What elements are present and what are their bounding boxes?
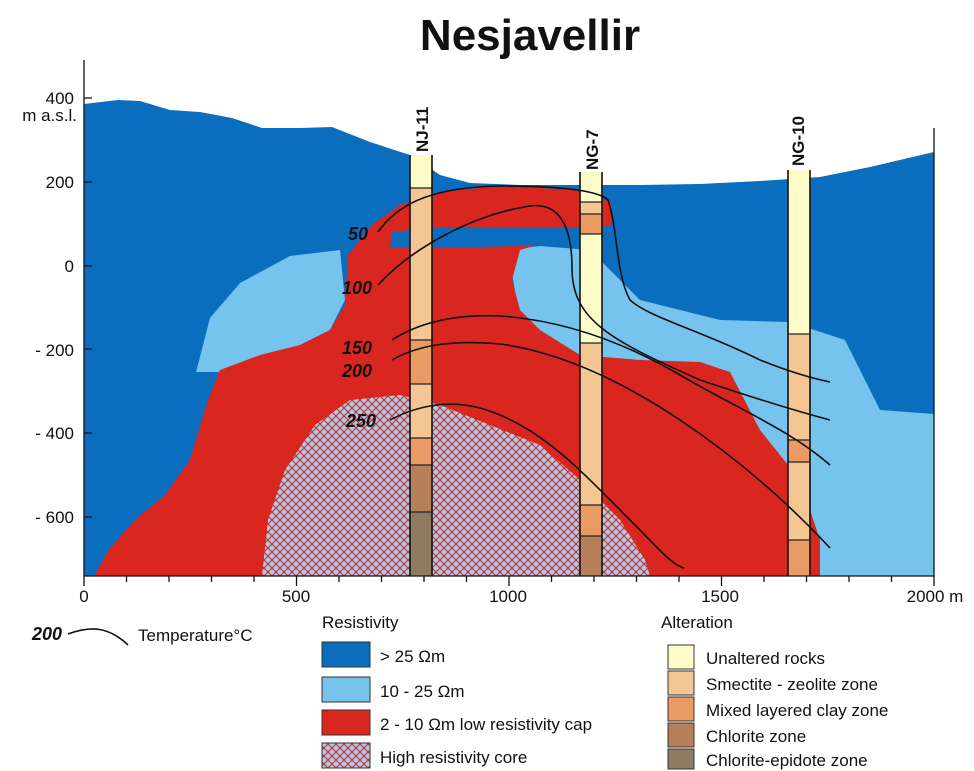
alteration-legend-label-mixed-clay: Mixed layered clay zone	[706, 701, 888, 720]
temperature-legend-label: Temperature°C	[138, 626, 253, 645]
well-segment	[788, 462, 810, 540]
y-axis-unit: m a.s.l.	[22, 106, 77, 125]
well-segment	[788, 440, 810, 462]
well-label-nj-11: NJ-11	[413, 107, 432, 152]
resistivity-medium-zone-west	[196, 250, 345, 372]
y-label-0: 0	[65, 257, 74, 276]
well-segment	[410, 340, 432, 384]
resistivity-legend: Resistivity > 25 Ωm 10 - 25 Ωm 2 - 10 Ωm…	[321, 613, 592, 769]
well-column-nj-11	[409, 155, 433, 576]
well-segment	[788, 540, 810, 576]
y-label-minus-400: - 400	[35, 424, 74, 443]
y-ticks	[84, 97, 92, 518]
isotherm-lines	[377, 185, 831, 569]
well-segment	[410, 465, 432, 512]
cap-inner-gap	[390, 228, 600, 248]
well-segment	[580, 536, 602, 576]
x-label-1000: 1000	[489, 587, 527, 606]
alteration-swatch-smectite	[667, 670, 695, 696]
x-label-500: 500	[282, 587, 310, 606]
well-segment	[410, 188, 432, 340]
well-segment	[410, 512, 432, 576]
well-segment	[788, 170, 810, 334]
well-segment	[580, 214, 602, 234]
isotherm-label-200: 200	[341, 361, 372, 381]
well-segment	[580, 505, 602, 536]
resistivity-swatch-cap	[321, 709, 371, 736]
well-segment	[410, 438, 432, 465]
alteration-legend-label-chlorite: Chlorite zone	[706, 727, 806, 746]
isotherm-label-150: 150	[342, 338, 372, 358]
alteration-legend-label-smectite: Smectite - zeolite zone	[706, 675, 878, 694]
y-label-400: 400	[46, 89, 74, 108]
resistivity-swatch-medium	[321, 676, 371, 703]
well-segment	[580, 343, 602, 505]
well-segment	[788, 334, 810, 440]
alteration-legend-heading: Alteration	[661, 613, 733, 632]
y-label-minus-600: - 600	[35, 508, 74, 527]
well-segment	[410, 384, 432, 438]
well-column-ng-7	[579, 172, 603, 576]
alteration-swatch-mixed-clay	[667, 696, 695, 722]
resistivity-swatch-high	[321, 641, 371, 668]
x-label-2000: 2000 m	[907, 587, 964, 606]
resistivity-legend-label-core: High resistivity core	[380, 748, 527, 767]
chart-title: Nesjavellir	[420, 11, 640, 60]
isotherm-line-200	[391, 341, 831, 549]
alteration-legend-label-unaltered: Unaltered rocks	[706, 649, 825, 668]
resistivity-legend-label-cap: 2 - 10 Ωm low resistivity cap	[380, 715, 592, 734]
well-label-ng-10: NG-10	[789, 116, 808, 166]
well-segment	[410, 155, 432, 188]
well-label-ng-7: NG-7	[583, 129, 602, 170]
resistivity-legend-label-high: > 25 Ωm	[380, 647, 445, 666]
x-label-1500: 1500	[701, 587, 739, 606]
alteration-swatch-chlorite-epidote	[667, 748, 695, 770]
resistivity-legend-label-medium: 10 - 25 Ωm	[380, 682, 465, 701]
isotherm-label-250: 250	[345, 411, 376, 431]
well-segment	[580, 172, 602, 202]
y-label-200: 200	[46, 173, 74, 192]
isotherm-label-100: 100	[342, 278, 372, 298]
isotherm-labels: 50 100 150 200 250	[341, 224, 376, 431]
temperature-legend-value: 200	[31, 624, 62, 644]
y-label-minus-200: - 200	[35, 341, 74, 360]
well-column-ng-10	[787, 170, 811, 576]
alteration-swatch-chlorite	[667, 722, 695, 748]
alteration-swatch-unaltered	[667, 644, 695, 670]
isotherm-line-250	[389, 403, 685, 569]
temperature-legend-line	[67, 628, 129, 646]
isotherm-line-150	[391, 314, 831, 466]
alteration-legend-label-chlorite-epidote: Chlorite-epidote zone	[706, 751, 868, 770]
low-resistivity-cap	[94, 186, 820, 576]
x-ticks	[83, 576, 935, 586]
well-segment	[580, 202, 602, 214]
resistivity-legend-heading: Resistivity	[322, 613, 399, 632]
isotherm-line-50	[377, 185, 831, 383]
well-segment	[580, 234, 602, 343]
isotherm-line-100	[377, 204, 831, 421]
temperature-legend: 200 Temperature°C	[31, 624, 253, 646]
x-label-0: 0	[79, 587, 88, 606]
alteration-legend: Alteration Unaltered rocks Smectite - ze…	[661, 613, 888, 770]
high-resistivity-core	[262, 395, 650, 576]
resistivity-section	[84, 100, 934, 576]
resistivity-swatch-core	[321, 742, 371, 769]
isotherm-label-50: 50	[348, 224, 368, 244]
